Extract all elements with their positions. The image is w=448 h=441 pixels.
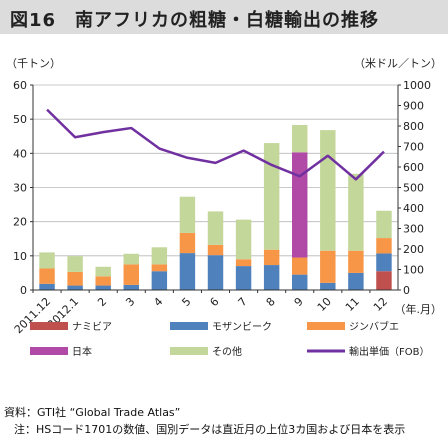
bar-ジンバブエ-5: [179, 232, 196, 254]
bar-ジンバブエ-6: [207, 244, 224, 256]
legend-swatch-モザンビーク: [170, 322, 208, 330]
bar-モザンビーク-3: [123, 284, 139, 290]
y-tick-label-right: 800: [403, 120, 424, 133]
bar-ジンバブエ-12: [376, 238, 392, 254]
bars-layer: [39, 124, 392, 290]
bar-ジンバブエ-2012.1: [67, 271, 83, 286]
bar-その他-2012.1: [67, 256, 83, 272]
bar-モザンビーク-2011.12: [39, 283, 55, 290]
bar-モザンビーク-12: [376, 253, 392, 272]
y-tick-label-right: 100: [403, 264, 424, 277]
line-layer: [46, 108, 385, 181]
bar-その他-7: [235, 219, 252, 260]
y-tick-label-right: 900: [403, 100, 424, 113]
y-tick-label-left: 20: [13, 216, 27, 229]
bar-その他-8: [263, 143, 280, 250]
y-tick-label-right: 400: [403, 202, 424, 215]
x-tick-label: 6: [207, 295, 221, 309]
bar-ナミビア-12: [376, 271, 392, 290]
bar-ジンバブエ-4: [151, 264, 168, 272]
y-tick-label-right: 500: [403, 182, 424, 195]
legend-swatch-ジンバブエ: [307, 322, 345, 330]
y-tick-label-left: 60: [13, 79, 27, 92]
bar-日本-9: [292, 152, 308, 258]
axes-layer: [30, 84, 401, 293]
bar-その他-11: [348, 173, 364, 251]
y-right-axis-label: （米ドル／トン）: [354, 57, 442, 70]
bar-その他-9: [292, 124, 308, 153]
legend-label-ナミビア: ナミビア: [72, 321, 112, 333]
note-text: 注：HSコード1701の数値、国別データは直近月の上位3カ国および日本を表示: [14, 423, 406, 436]
y-tick-label-left: 50: [13, 113, 27, 126]
bar-ジンバブエ-8: [263, 249, 280, 266]
bar-その他-2: [95, 266, 111, 277]
legend-swatch-日本: [30, 347, 68, 355]
bar-その他-4: [151, 247, 168, 265]
legend-swatch-ナミビア: [30, 322, 68, 330]
legend-label-その他: その他: [212, 345, 242, 358]
bar-その他-2011.12: [39, 252, 55, 269]
bar-ジンバブエ-7: [235, 259, 252, 267]
labels-layer: 0102030405060010020030040050060070080090…: [6, 57, 442, 336]
y-tick-label-left: 10: [13, 250, 27, 263]
bar-モザンビーク-7: [235, 266, 252, 290]
bar-モザンビーク-4: [151, 271, 168, 290]
x-axis-unit-label: （年.月）: [395, 302, 443, 316]
y-tick-label-left: 30: [13, 182, 27, 195]
source-text: 資料：GTI社 “Global Trade Atlas”: [4, 406, 181, 419]
x-tick-label: 8: [264, 295, 278, 309]
legend-label-ジンバブエ: ジンバブエ: [349, 320, 399, 333]
bar-モザンビーク-6: [207, 255, 224, 290]
y-left-axis-label: （千トン）: [6, 57, 61, 70]
x-tick-label: 10: [315, 295, 334, 314]
bar-ジンバブエ-11: [348, 250, 364, 273]
chart-title: 図16 南アフリカの粗糖・白糖輸出の推移: [10, 10, 380, 31]
bar-その他-3: [123, 253, 139, 265]
bar-ジンバブエ-9: [292, 257, 308, 275]
bar-モザンビーク-8: [263, 265, 280, 290]
bar-ジンバブエ-10: [320, 250, 336, 283]
legend-label-モザンビーク: モザンビーク: [212, 321, 272, 333]
x-tick-label: 11: [343, 295, 362, 314]
bar-モザンビーク-2012.1: [67, 285, 83, 290]
bar-モザンビーク-2: [95, 285, 111, 290]
x-tick-label: 2011.12: [12, 295, 53, 336]
y-tick-label-right: 300: [403, 223, 424, 236]
bar-モザンビーク-5: [179, 253, 196, 290]
x-tick-label: 5: [179, 295, 193, 309]
x-tick-label: 4: [151, 295, 165, 309]
bar-その他-6: [207, 211, 224, 245]
chart: 0102030405060010020030040050060070080090…: [6, 57, 442, 358]
bar-ジンバブエ-2: [95, 276, 111, 286]
bar-モザンビーク-11: [348, 272, 364, 290]
y-tick-label-right: 600: [403, 161, 424, 174]
bar-モザンビーク-9: [292, 274, 308, 290]
bar-その他-12: [376, 210, 392, 239]
x-tick-label: 2: [95, 295, 109, 309]
bar-ジンバブエ-3: [123, 264, 139, 285]
title-bar: 図16 南アフリカの粗糖・白糖輸出の推移: [0, 0, 448, 34]
line-series-unit-price: [46, 108, 385, 181]
y-tick-label-right: 1000: [403, 79, 431, 92]
bar-モザンビーク-10: [320, 282, 336, 290]
legend-label-輸出単価（FOB）: 輸出単価（FOB）: [349, 345, 429, 358]
bar-その他-5: [179, 196, 196, 233]
x-tick-label: 7: [236, 295, 250, 309]
x-tick-label: 12: [371, 295, 390, 314]
y-tick-label-right: 200: [403, 243, 424, 256]
y-tick-label-right: 0: [403, 284, 410, 297]
y-tick-label-right: 700: [403, 141, 424, 154]
bar-その他-10: [320, 130, 336, 251]
legend-label-日本: 日本: [72, 345, 92, 358]
x-tick-label: 3: [123, 295, 137, 309]
bar-ジンバブエ-2011.12: [39, 268, 55, 284]
x-tick-label: 9: [292, 295, 306, 309]
y-tick-label-left: 40: [13, 147, 27, 160]
legend-swatch-その他: [170, 347, 208, 355]
y-tick-label-left: 0: [20, 284, 27, 297]
